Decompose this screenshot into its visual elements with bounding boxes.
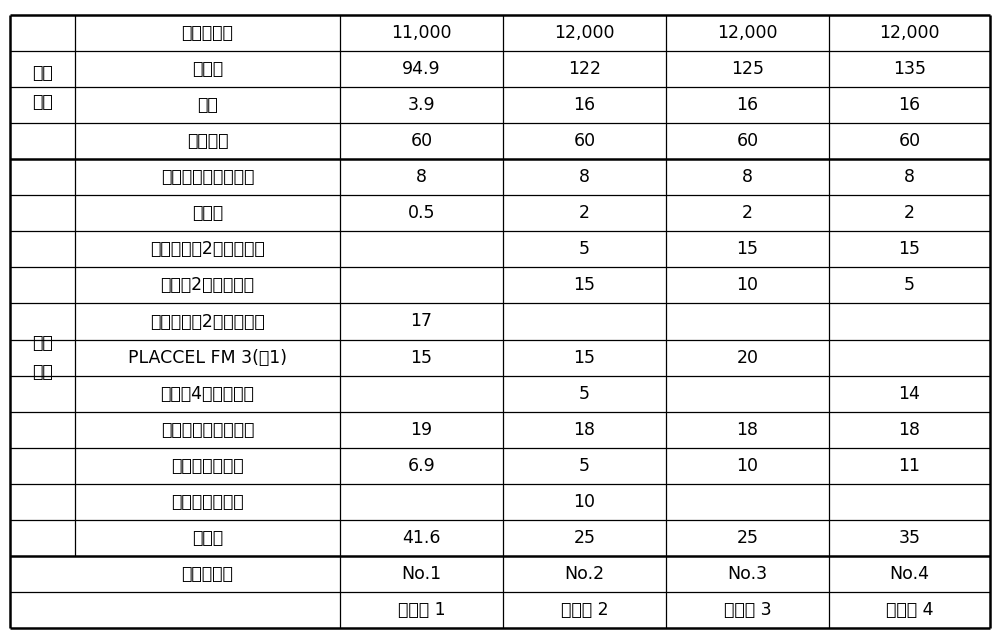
Text: No.2: No.2 (564, 565, 605, 583)
Text: 6.9: 6.9 (408, 457, 435, 475)
Text: 丙烯酸2－羟基丙酯: 丙烯酸2－羟基丙酯 (160, 276, 254, 294)
Text: 酸值: 酸值 (197, 96, 218, 114)
Text: 12,000: 12,000 (879, 24, 940, 42)
Text: 8: 8 (742, 168, 753, 186)
Text: 60: 60 (573, 132, 596, 150)
Text: 35: 35 (898, 529, 920, 547)
Text: 羟基值: 羟基值 (192, 60, 223, 78)
Text: 5: 5 (904, 276, 915, 294)
Text: 15: 15 (411, 349, 432, 367)
Text: 15: 15 (736, 240, 759, 258)
Text: 60: 60 (736, 132, 759, 150)
Text: 17: 17 (411, 312, 432, 331)
Text: 12,000: 12,000 (717, 24, 778, 42)
Text: 25: 25 (736, 529, 759, 547)
Text: 2: 2 (579, 204, 590, 222)
Text: 18: 18 (574, 421, 596, 439)
Text: 0.5: 0.5 (408, 204, 435, 222)
Text: 甲基丙烯酸2－羟基乙酯: 甲基丙烯酸2－羟基乙酯 (150, 312, 265, 331)
Text: 制备例 2: 制备例 2 (561, 601, 608, 619)
Text: 制备例 4: 制备例 4 (886, 601, 933, 619)
Text: 3.9: 3.9 (408, 96, 435, 114)
Text: 10: 10 (736, 276, 759, 294)
Text: 12,000: 12,000 (554, 24, 615, 42)
Text: 丙烯酸: 丙烯酸 (192, 204, 223, 222)
Text: 16: 16 (898, 96, 921, 114)
Text: 15: 15 (574, 276, 596, 294)
Text: 丙烯酸正丁基酯: 丙烯酸正丁基酯 (171, 457, 244, 475)
Text: 甲基丙烯酸甲酯: 甲基丙烯酸甲酯 (171, 493, 244, 511)
Text: 8: 8 (904, 168, 915, 186)
Text: 重均分子量: 重均分子量 (182, 24, 233, 42)
Text: 树脂
特征: 树脂 特征 (32, 64, 53, 111)
Text: 10: 10 (736, 457, 759, 475)
Text: 配比
内容: 配比 内容 (32, 334, 53, 381)
Text: 苯乙烯: 苯乙烯 (192, 529, 223, 547)
Text: 二叔丁基氢过氧化物: 二叔丁基氢过氧化物 (161, 168, 254, 186)
Text: 135: 135 (893, 60, 926, 78)
Text: 11,000: 11,000 (391, 24, 452, 42)
Text: 11: 11 (898, 457, 920, 475)
Text: 2: 2 (742, 204, 753, 222)
Text: 125: 125 (731, 60, 764, 78)
Text: 60: 60 (898, 132, 921, 150)
Text: 2: 2 (904, 204, 915, 222)
Text: 19: 19 (410, 421, 433, 439)
Text: 25: 25 (574, 529, 596, 547)
Text: 8: 8 (579, 168, 590, 186)
Text: 丙烯酸4－羟基丁酯: 丙烯酸4－羟基丁酯 (161, 385, 254, 403)
Text: 41.6: 41.6 (402, 529, 441, 547)
Text: 15: 15 (574, 349, 596, 367)
Text: No.3: No.3 (727, 565, 768, 583)
Text: 甲基丙烯酸2－羟基丙酯: 甲基丙烯酸2－羟基丙酯 (150, 240, 265, 258)
Text: 5: 5 (579, 457, 590, 475)
Text: 5: 5 (579, 385, 590, 403)
Text: 94.9: 94.9 (402, 60, 441, 78)
Text: 18: 18 (736, 421, 759, 439)
Text: 丙烯酸树脂: 丙烯酸树脂 (182, 565, 233, 583)
Text: 14: 14 (899, 385, 920, 403)
Text: 甲基丙烯酸异丁基酯: 甲基丙烯酸异丁基酯 (161, 421, 254, 439)
Text: 18: 18 (898, 421, 920, 439)
Text: 5: 5 (579, 240, 590, 258)
Text: 制备例 3: 制备例 3 (724, 601, 771, 619)
Text: 20: 20 (736, 349, 759, 367)
Text: 122: 122 (568, 60, 601, 78)
Text: No.1: No.1 (401, 565, 442, 583)
Text: 制备例 1: 制备例 1 (398, 601, 445, 619)
Text: 固体成分: 固体成分 (187, 132, 228, 150)
Text: No.4: No.4 (890, 565, 930, 583)
Text: 15: 15 (898, 240, 920, 258)
Text: 10: 10 (574, 493, 596, 511)
Text: 8: 8 (416, 168, 427, 186)
Text: 16: 16 (736, 96, 759, 114)
Text: PLACCEL FM 3(注1): PLACCEL FM 3(注1) (128, 349, 287, 367)
Text: 16: 16 (573, 96, 596, 114)
Text: 60: 60 (410, 132, 433, 150)
